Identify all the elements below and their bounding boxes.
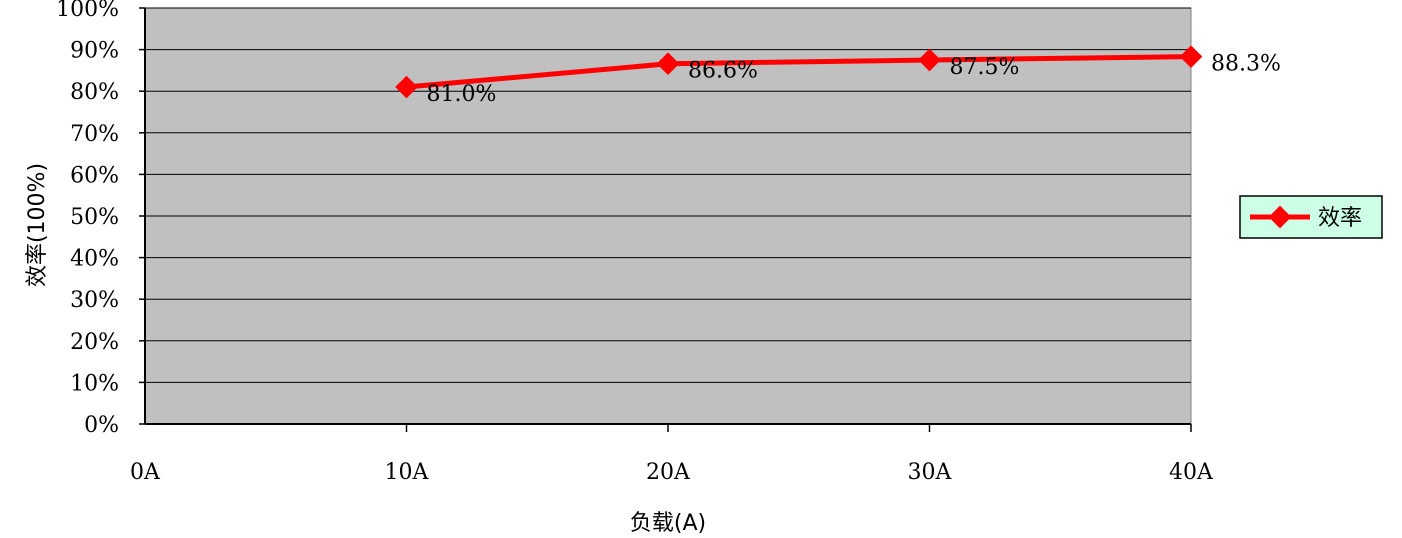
y-tick-label: 0%: [84, 413, 119, 438]
y-tick-label: 30%: [70, 288, 119, 313]
data-label: 86.6%: [688, 59, 758, 84]
x-axis-title: 负载(A): [630, 511, 706, 536]
grid-lines: [139, 7, 1191, 425]
x-tick-label: 10A: [385, 460, 430, 485]
y-tick-labels: 0% 10% 20% 30% 40% 50% 60% 70% 80% 90% 100%: [56, 0, 119, 438]
series-line: [406, 54, 1192, 90]
x-tick-label: 0A: [130, 460, 161, 485]
x-tick-label: 40A: [1169, 460, 1214, 485]
data-label: 87.5%: [950, 55, 1020, 80]
y-tick-label: 80%: [70, 80, 119, 105]
data-labels: 81.0% 86.6% 87.5% 88.3%: [427, 52, 1281, 107]
y-tick-label: 100%: [56, 0, 119, 22]
y-tick-label: 90%: [70, 39, 119, 64]
y-tick-label: 20%: [70, 330, 119, 355]
y-tick-label: 50%: [70, 205, 119, 230]
y-tick-label: 40%: [70, 247, 119, 272]
data-label: 81.0%: [427, 82, 497, 107]
x-tick-labels: 0A 10A 20A 30A 40A: [130, 424, 1214, 485]
legend-label: 效率: [1318, 206, 1362, 231]
x-tick-label: 20A: [646, 460, 691, 485]
x-tick-label: 30A: [908, 460, 953, 485]
y-tick-label: 70%: [70, 122, 119, 147]
y-tick-label: 10%: [70, 371, 119, 396]
y-tick-label: 60%: [70, 163, 119, 188]
y-axis-title: 效率(100%): [25, 163, 50, 287]
legend[interactable]: 效率: [1239, 195, 1383, 239]
data-label: 88.3%: [1211, 52, 1281, 77]
